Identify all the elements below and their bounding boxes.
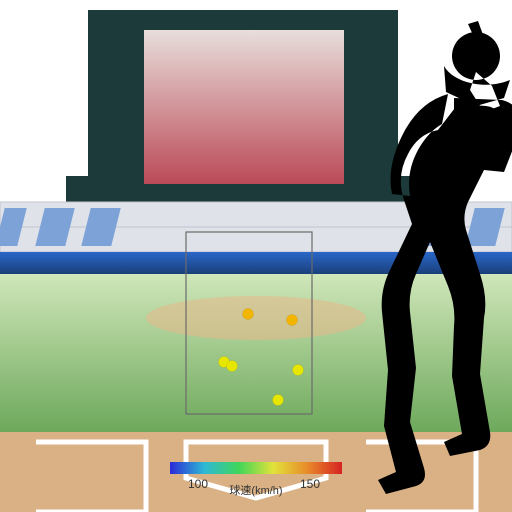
colorbar-tick: 100 bbox=[188, 477, 208, 491]
outfield-wall bbox=[0, 252, 512, 274]
pitch-marker bbox=[273, 395, 284, 406]
colorbar-label: 球速(km/h) bbox=[229, 483, 282, 497]
pitch-marker bbox=[243, 309, 254, 320]
scoreboard bbox=[66, 10, 424, 212]
pitch-marker bbox=[227, 361, 238, 372]
pitch-marker bbox=[293, 365, 304, 376]
pitchers-mound bbox=[146, 296, 366, 340]
colorbar-tick: 150 bbox=[300, 477, 320, 491]
pitch-location-chart: 100 150 球速(km/h) bbox=[0, 0, 512, 512]
pitch-marker bbox=[287, 315, 298, 326]
